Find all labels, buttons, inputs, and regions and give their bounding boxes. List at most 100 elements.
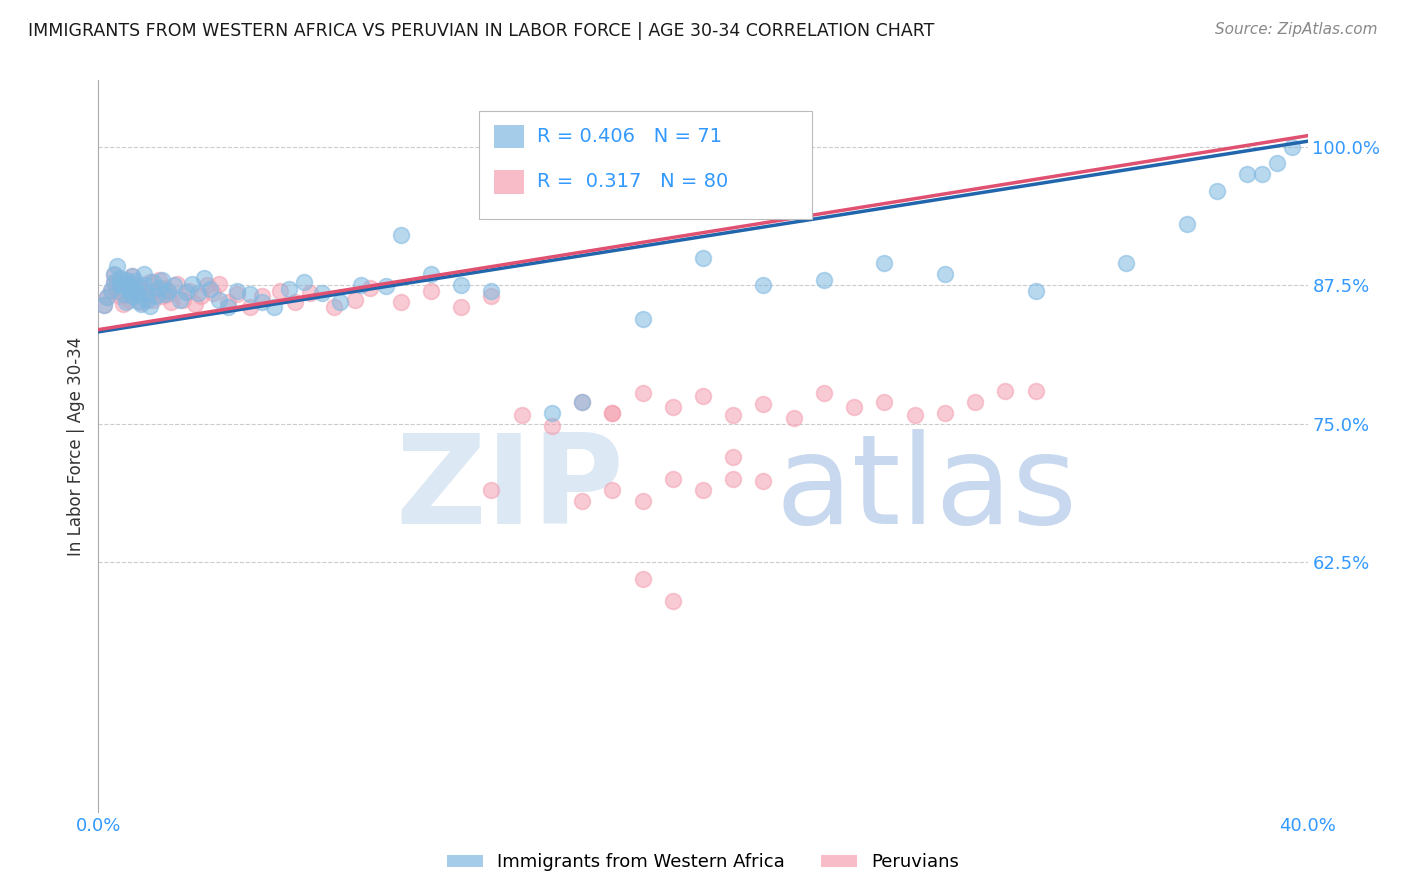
Point	[108, 273, 131, 287]
Point	[169, 293, 191, 307]
Point	[105, 260, 128, 274]
Point	[226, 287, 249, 301]
Point	[111, 297, 134, 311]
Point	[121, 269, 143, 284]
Point	[783, 411, 806, 425]
Point	[284, 294, 307, 309]
Point	[450, 278, 472, 293]
Point	[752, 397, 775, 411]
Point	[661, 472, 683, 486]
Point	[139, 275, 162, 289]
Point	[250, 294, 273, 309]
Point	[420, 284, 443, 298]
Point	[420, 267, 443, 281]
Point	[226, 284, 249, 298]
Point	[121, 269, 143, 284]
Point	[904, 408, 927, 422]
Point	[132, 278, 155, 293]
Point	[135, 293, 157, 307]
Point	[153, 287, 176, 301]
Point	[934, 267, 956, 281]
Point	[450, 301, 472, 315]
Point	[602, 483, 624, 498]
Point	[166, 277, 188, 292]
Point	[994, 384, 1017, 398]
Point	[692, 389, 714, 403]
Point	[124, 282, 146, 296]
Point	[121, 289, 143, 303]
Point	[723, 408, 745, 422]
Point	[481, 289, 503, 303]
Point	[208, 277, 231, 292]
Point	[873, 394, 896, 409]
Point	[139, 299, 162, 313]
Point	[661, 594, 683, 608]
Point	[813, 385, 835, 400]
Point	[105, 284, 128, 298]
Point	[105, 276, 128, 290]
Point	[602, 406, 624, 420]
Point	[571, 394, 593, 409]
Point	[93, 298, 115, 312]
Text: ZIP: ZIP	[395, 429, 624, 550]
Point	[96, 291, 118, 305]
Point	[103, 276, 125, 290]
Point	[114, 286, 136, 301]
Point	[299, 286, 322, 301]
Point	[481, 284, 503, 298]
Point	[374, 279, 396, 293]
Point	[103, 267, 125, 281]
Point	[250, 289, 273, 303]
Point	[481, 483, 503, 498]
Point	[181, 277, 204, 292]
Point	[124, 285, 146, 299]
Point	[114, 278, 136, 293]
Point	[1251, 168, 1274, 182]
Text: R = 0.406   N = 71: R = 0.406 N = 71	[537, 127, 723, 146]
Point	[127, 286, 149, 301]
Point	[150, 289, 173, 303]
Point	[1115, 256, 1137, 270]
Point	[329, 294, 352, 309]
Point	[631, 385, 654, 400]
Point	[602, 406, 624, 420]
Point	[723, 450, 745, 464]
Point	[389, 294, 412, 309]
Point	[96, 291, 118, 305]
Text: atlas: atlas	[776, 429, 1077, 550]
Point	[160, 294, 183, 309]
Point	[752, 278, 775, 293]
Point	[135, 289, 157, 303]
Point	[1175, 218, 1198, 232]
Point	[571, 394, 593, 409]
Point	[239, 287, 262, 301]
Point	[111, 287, 134, 301]
Text: IMMIGRANTS FROM WESTERN AFRICA VS PERUVIAN IN LABOR FORCE | AGE 30-34 CORRELATIO: IMMIGRANTS FROM WESTERN AFRICA VS PERUVI…	[28, 22, 935, 40]
Point	[200, 282, 222, 296]
Point	[108, 270, 131, 285]
Point	[360, 280, 382, 294]
Point	[661, 401, 683, 415]
Point	[190, 289, 212, 303]
Point	[1206, 184, 1229, 198]
Point	[103, 268, 125, 283]
Point	[723, 472, 745, 486]
Point	[631, 494, 654, 508]
Point	[121, 277, 143, 292]
Point	[752, 475, 775, 489]
Point	[631, 311, 654, 326]
Point	[93, 298, 115, 312]
Point	[263, 301, 285, 315]
Point	[269, 284, 291, 298]
Point	[135, 285, 157, 299]
Point	[118, 284, 141, 298]
Point	[132, 282, 155, 296]
FancyBboxPatch shape	[479, 111, 811, 219]
Point	[127, 293, 149, 308]
Point	[1281, 140, 1303, 154]
Point	[114, 294, 136, 309]
Point	[145, 289, 167, 303]
Point	[510, 408, 533, 422]
Point	[184, 297, 207, 311]
Point	[150, 273, 173, 287]
